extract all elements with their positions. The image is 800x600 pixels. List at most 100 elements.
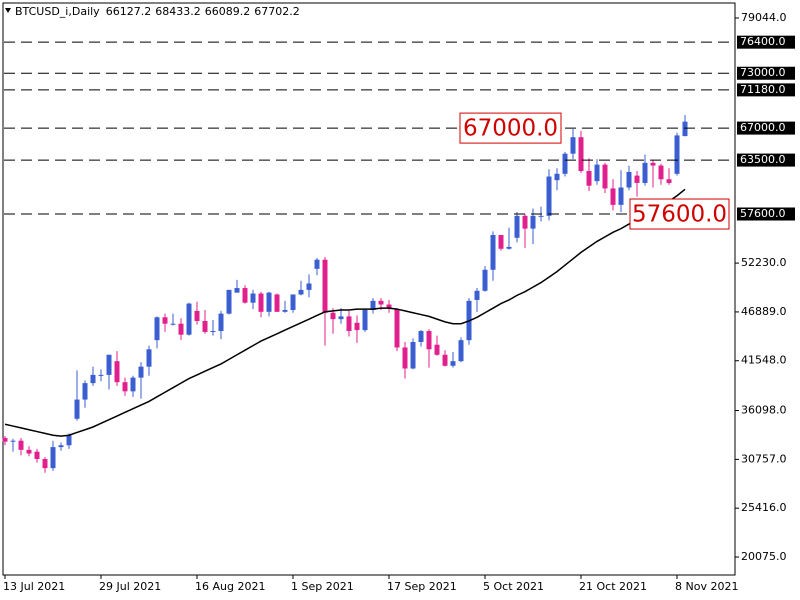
candle-body bbox=[666, 179, 672, 183]
level-label: 73000.0 bbox=[740, 66, 786, 79]
candle-body bbox=[506, 246, 512, 249]
y-tick-label: 25416.0 bbox=[741, 501, 787, 514]
candle-body bbox=[306, 283, 312, 290]
candle-body bbox=[250, 293, 256, 303]
y-tick-label: 79044.0 bbox=[741, 11, 787, 24]
level-tag bbox=[737, 153, 795, 167]
candle-body bbox=[122, 382, 128, 392]
candle-body bbox=[266, 292, 272, 312]
candle-body bbox=[610, 188, 616, 205]
candle-body bbox=[82, 383, 88, 400]
candle-body bbox=[634, 175, 640, 183]
candle-body bbox=[378, 300, 384, 305]
candle-body bbox=[58, 445, 64, 448]
y-tick-label: 30757.0 bbox=[741, 452, 787, 465]
candle-body bbox=[362, 309, 368, 331]
candle-body bbox=[602, 164, 608, 189]
candle-body bbox=[586, 171, 592, 186]
candle-body bbox=[418, 331, 424, 342]
y-tick-label: 36098.0 bbox=[741, 404, 787, 417]
candle-body bbox=[322, 259, 328, 313]
candle-body bbox=[514, 215, 520, 238]
candle-body bbox=[386, 304, 392, 309]
x-tick-label: 1 Sep 2021 bbox=[291, 580, 354, 593]
candle-body bbox=[234, 288, 240, 293]
candle-body bbox=[314, 259, 320, 269]
candle-body bbox=[394, 309, 400, 348]
level-label: 71180.0 bbox=[740, 83, 786, 96]
x-tick-label: 29 Jul 2021 bbox=[99, 580, 161, 593]
candle-body bbox=[202, 320, 208, 332]
level-tag bbox=[737, 207, 795, 221]
candle-body bbox=[522, 215, 528, 229]
candle-body bbox=[154, 317, 160, 341]
candle-body bbox=[258, 293, 264, 312]
candle-body bbox=[354, 322, 360, 331]
candle-body bbox=[642, 162, 648, 183]
candle-body bbox=[658, 165, 664, 180]
candle-body bbox=[194, 310, 200, 321]
candle-body bbox=[482, 269, 488, 291]
candle-body bbox=[274, 294, 280, 312]
candle-body bbox=[66, 435, 72, 446]
candle-body bbox=[498, 235, 504, 249]
candle-body bbox=[18, 440, 24, 450]
candle-body bbox=[170, 323, 176, 325]
y-tick-label: 46889.0 bbox=[741, 305, 787, 318]
candle-body bbox=[474, 290, 480, 300]
header-arrow bbox=[5, 8, 11, 13]
high-value: 68433.2 bbox=[155, 5, 201, 18]
candle-body bbox=[210, 331, 216, 333]
level-tag bbox=[737, 66, 795, 80]
x-tick-label: 21 Oct 2021 bbox=[579, 580, 647, 593]
plot-frame bbox=[2, 2, 736, 576]
candle-body bbox=[458, 340, 464, 362]
candle-body bbox=[330, 312, 336, 320]
candle-body bbox=[554, 173, 560, 181]
x-tick-label: 13 Jul 2021 bbox=[3, 580, 65, 593]
candle-body bbox=[682, 121, 688, 137]
chart-header: BTCUSD_i,Daily 66127.2 68433.2 66089.2 67702… bbox=[15, 5, 300, 18]
y-tick-label: 20075.0 bbox=[741, 550, 787, 563]
candle-body bbox=[162, 317, 168, 324]
candle-body bbox=[146, 349, 152, 367]
candle-body bbox=[226, 289, 232, 314]
level-label: 63500.0 bbox=[740, 153, 786, 166]
candle-body bbox=[298, 289, 304, 295]
candle-body bbox=[570, 137, 576, 154]
candle-body bbox=[242, 288, 248, 303]
candle-body bbox=[130, 377, 136, 392]
candle-body bbox=[178, 323, 184, 335]
candle-body bbox=[450, 361, 456, 366]
candle-body bbox=[626, 171, 632, 188]
candle-body bbox=[42, 458, 48, 469]
open-value: 66127.2 bbox=[106, 5, 152, 18]
candle-body bbox=[338, 316, 344, 320]
candle-body bbox=[578, 137, 584, 172]
candle-body bbox=[674, 135, 680, 174]
level-tag bbox=[737, 35, 795, 49]
candle-body bbox=[26, 449, 32, 454]
level-label: 57600.0 bbox=[740, 207, 786, 220]
level-tag bbox=[737, 121, 795, 135]
candle-body bbox=[106, 354, 112, 375]
low-value: 66089.2 bbox=[205, 5, 251, 18]
candle-body bbox=[618, 187, 624, 205]
candle-body bbox=[426, 331, 432, 350]
candle-body bbox=[98, 374, 104, 376]
candle-body bbox=[650, 162, 656, 166]
candle-body bbox=[402, 347, 408, 369]
candle-body bbox=[538, 215, 544, 217]
candle-body bbox=[442, 354, 448, 366]
x-tick-label: 5 Oct 2021 bbox=[483, 580, 544, 593]
candle-body bbox=[10, 440, 16, 442]
symbol: BTCUSD_i,Daily bbox=[15, 5, 100, 18]
candle-body bbox=[90, 374, 96, 384]
candle-body bbox=[50, 447, 56, 469]
x-tick-label: 17 Sep 2021 bbox=[387, 580, 457, 593]
candle-body bbox=[562, 153, 568, 174]
candle-body bbox=[530, 215, 536, 229]
x-tick-label: 8 Nov 2021 bbox=[675, 580, 738, 593]
